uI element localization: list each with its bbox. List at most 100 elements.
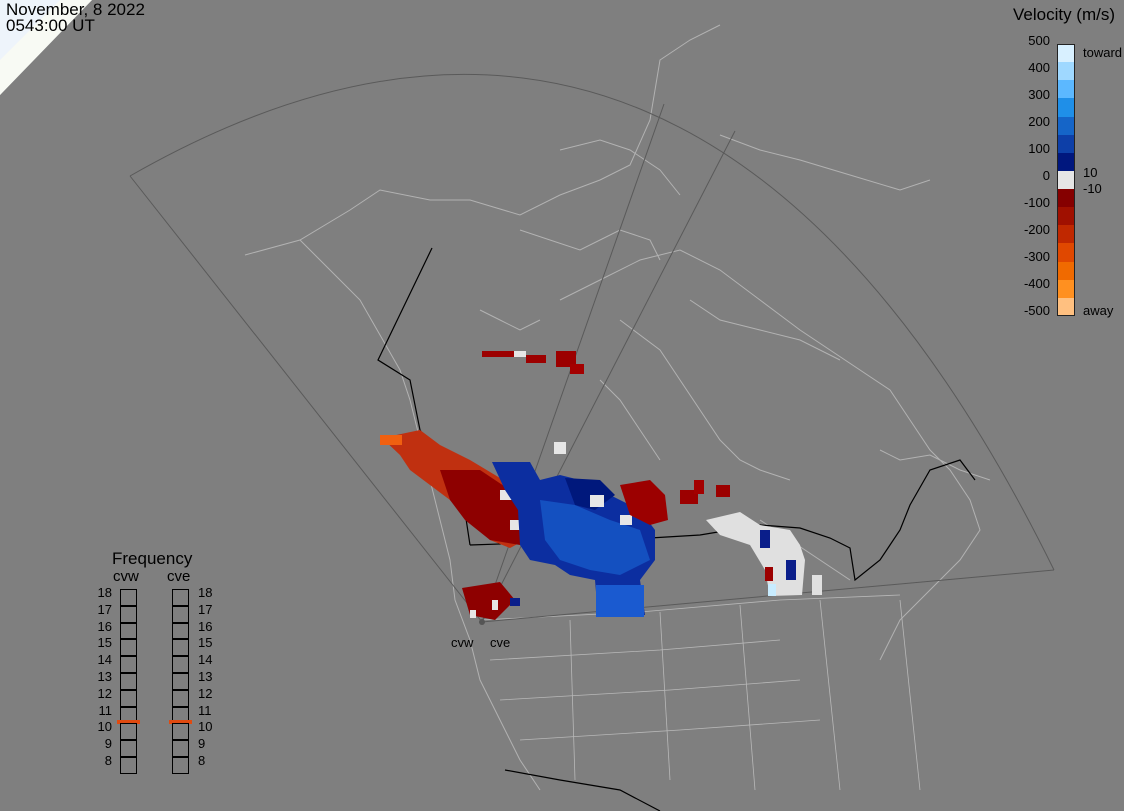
echo <box>786 560 796 580</box>
frequency-level-label: 18 <box>198 585 213 600</box>
echo <box>514 351 526 357</box>
echo <box>470 610 476 618</box>
frequency-level-label: 14 <box>198 652 213 668</box>
echo <box>510 598 520 606</box>
frequency-cell-cve <box>172 589 189 606</box>
colorbar-segment <box>1058 116 1075 136</box>
frequency-cell-cve <box>172 740 189 757</box>
colorbar-tick-label: 100 <box>1028 141 1050 156</box>
colorbar-segment <box>1058 225 1075 244</box>
frequency-cell-cvw <box>120 757 137 774</box>
frequency-level-label: 11 <box>198 702 212 718</box>
colorbar-segment <box>1058 207 1075 226</box>
frequency-radar-cve: cve <box>167 568 191 585</box>
velocity-colorbar-frame <box>1057 44 1075 316</box>
radar-echoes <box>380 351 822 620</box>
echo <box>596 585 644 617</box>
colorbar-tick-label: 200 <box>1028 114 1050 129</box>
frequency-marker-cvw <box>117 720 140 725</box>
frequency-level-label: 8 <box>104 753 112 768</box>
echo <box>526 355 546 363</box>
echo <box>620 480 668 525</box>
radar-site-marker <box>479 619 485 625</box>
colorbar-tick-label: 500 <box>1028 33 1050 48</box>
frequency-cell-cvw <box>120 605 137 623</box>
radar-label-cvw: cvw <box>451 635 474 650</box>
echo <box>500 490 512 500</box>
colorbar-tick-label: -100 <box>1023 195 1050 210</box>
frequency-cell-cve <box>172 639 189 657</box>
frequency-level-label: 18 <box>97 585 112 600</box>
echo <box>716 485 730 497</box>
frequency-level-label: 16 <box>97 618 112 634</box>
colorbar-segment <box>1058 297 1075 317</box>
frequency-cell-cvw <box>120 673 137 690</box>
time-label: 0543:00 UT <box>6 16 95 35</box>
colorbar-segment <box>1058 189 1075 208</box>
frequency-cell-cvw <box>120 656 137 673</box>
frequency-cell-cve <box>172 605 189 623</box>
echo <box>462 582 515 620</box>
echo <box>680 490 698 504</box>
colorbar-tick-label: 0 <box>1042 168 1050 183</box>
colorbar-segment <box>1058 80 1075 99</box>
frequency-cell-cve <box>172 723 189 741</box>
frequency-cell-cvw <box>120 589 137 606</box>
echo <box>694 480 704 494</box>
echo <box>556 351 576 367</box>
frequency-cell-cvw <box>120 689 137 707</box>
frequency-cell-cve <box>172 656 189 673</box>
echo <box>768 584 776 596</box>
colorbar-tick-label: -400 <box>1023 276 1050 291</box>
frequency-title: Frequency <box>112 549 193 568</box>
frequency-level-label: 13 <box>97 669 112 684</box>
colorbar-segment <box>1058 98 1075 118</box>
frequency-level-label: 17 <box>97 601 112 617</box>
frequency-level-label: 8 <box>198 753 206 768</box>
frequency-level-label: 10 <box>198 719 213 735</box>
frequency-level-label: 12 <box>198 685 213 701</box>
colorbar-segment <box>1058 44 1075 63</box>
colorbar-segment <box>1058 279 1075 299</box>
echo <box>482 351 514 357</box>
frequency-level-label: 10 <box>97 719 112 735</box>
colorbar-segment <box>1058 134 1075 154</box>
echo <box>812 575 822 595</box>
echo <box>492 600 498 610</box>
radar-label-cve: cve <box>490 635 511 650</box>
frequency-cell-cvw <box>120 740 137 757</box>
national-borders <box>377 247 976 811</box>
frequency-cell-cve <box>172 622 189 640</box>
echo <box>540 500 650 575</box>
coastlines <box>244 24 991 791</box>
frequency-cell-cvw <box>120 723 137 741</box>
frequency-level-label: 9 <box>198 736 206 752</box>
velocity-label-neg: -10 <box>1083 181 1102 196</box>
echo <box>570 364 584 374</box>
colorbar-tick-label: 400 <box>1028 60 1050 75</box>
velocity-label-pos: 10 <box>1083 165 1098 180</box>
echo <box>510 520 520 530</box>
frequency-level-label: 12 <box>97 685 112 701</box>
velocity-label-away: away <box>1083 303 1114 318</box>
frequency-cell-cvw <box>120 622 137 640</box>
colorbar-tick-label: -200 <box>1023 222 1050 237</box>
velocity-label-toward: toward <box>1083 45 1123 60</box>
frequency-level-label: 9 <box>104 736 112 752</box>
echo <box>706 512 805 596</box>
date-label: November, 8 2022 <box>6 0 145 19</box>
colorbar-tick-label: 300 <box>1028 87 1050 102</box>
echo <box>760 530 770 548</box>
frequency-level-label: 14 <box>97 652 112 668</box>
colorbar-tick-label: -300 <box>1023 249 1050 264</box>
frequency-radar-cvw: cvw <box>113 568 139 585</box>
frequency-cell-cve <box>172 673 189 690</box>
frequency-cell-cve <box>172 757 189 774</box>
frequency-level-label: 11 <box>98 702 113 718</box>
frequency-level-label: 15 <box>97 635 112 651</box>
echo <box>620 515 632 525</box>
echo <box>380 435 402 445</box>
echo <box>554 442 566 454</box>
colorbar-tick-label: -500 <box>1023 303 1050 318</box>
